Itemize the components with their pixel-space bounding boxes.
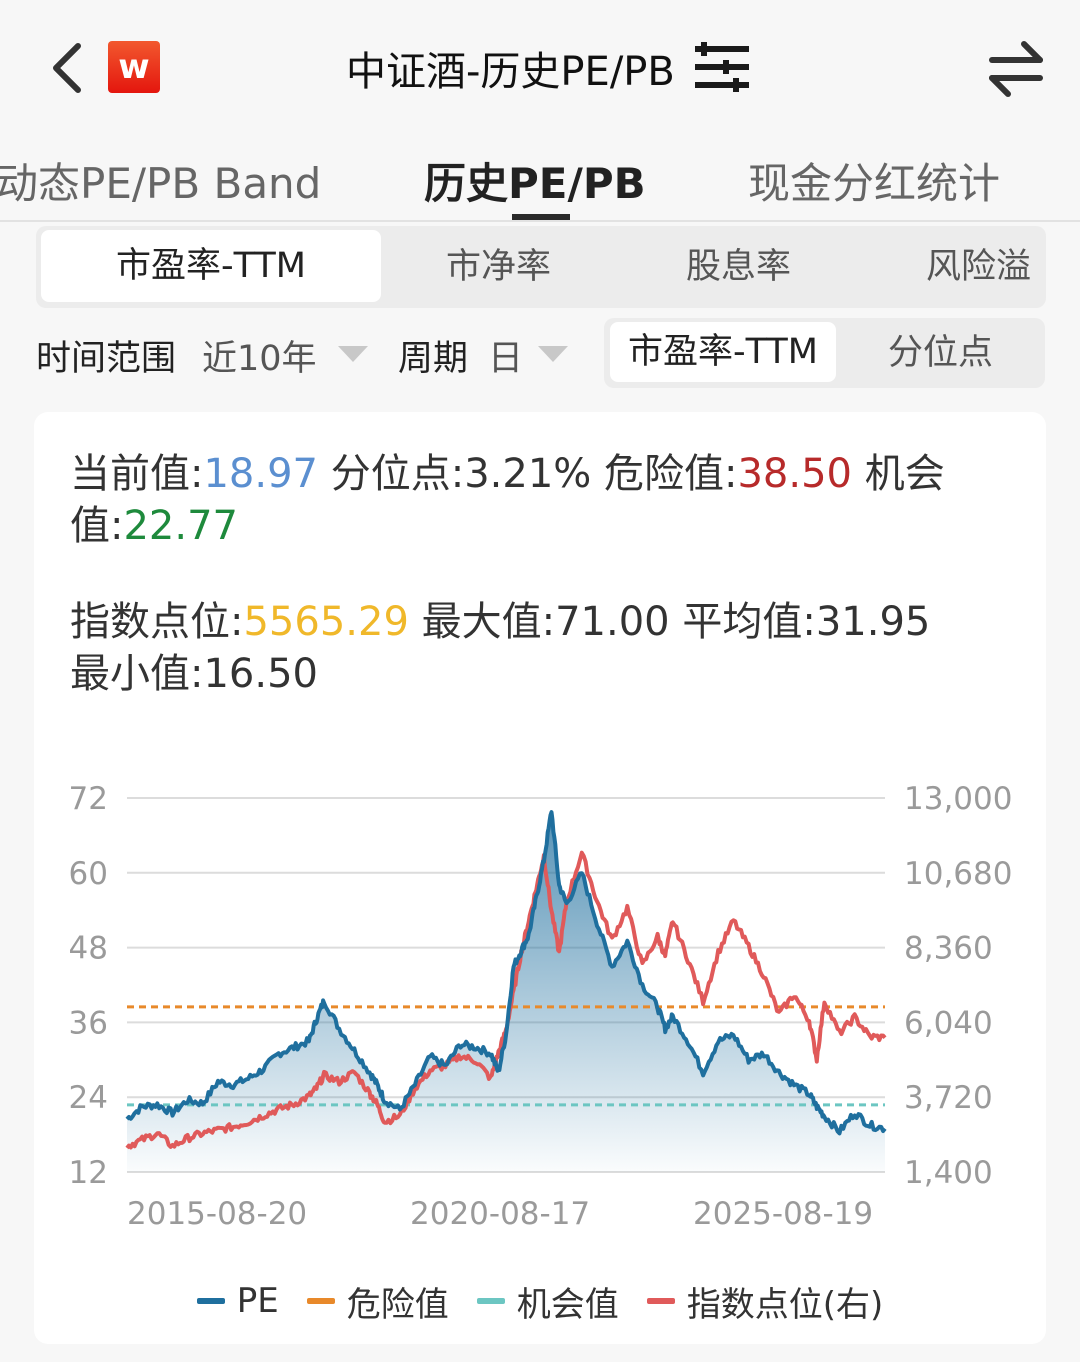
x-tick-label: 2025-08-19 xyxy=(693,1196,873,1232)
view-toggle-percentile[interactable]: 分位点 xyxy=(888,333,994,373)
metric-tab-pe-ttm[interactable]: 市盈率-TTM xyxy=(41,230,381,302)
y2-tick-label: 6,040 xyxy=(904,1005,993,1041)
right-y-axis: 13,000 10,680 8,360 6,040 3,720 1,400 xyxy=(904,781,1012,1191)
index-level-label: 指数点位: xyxy=(70,599,244,645)
danger-value: 38.50 xyxy=(737,451,852,497)
legend-item-danger[interactable]: 危险值 xyxy=(306,1277,449,1326)
avg-value: 31.95 xyxy=(815,599,931,645)
tab-dynamic-pe-pb-band[interactable]: 动态PE/PB Band xyxy=(0,159,322,208)
tab-history-pe-pb[interactable]: 历史PE/PB xyxy=(424,159,646,208)
metric-segmented-control: 市盈率-TTM 市净率 股息率 风险溢 xyxy=(36,226,1046,308)
index-level-line xyxy=(125,850,887,1150)
legend-label: 危险值 xyxy=(346,1284,449,1325)
active-tab-indicator xyxy=(512,214,570,220)
metric-tab-pb[interactable]: 市净率 xyxy=(446,247,552,287)
legend-swatch-pe xyxy=(196,1298,225,1304)
x-tick-label: 2015-08-20 xyxy=(127,1196,307,1232)
opportunity-value: 22.77 xyxy=(123,503,238,549)
opportunity-label-part2: 值: xyxy=(70,503,124,549)
legend-item-opportunity[interactable]: 机会值 xyxy=(476,1277,619,1326)
y-tick-label: 24 xyxy=(69,1080,108,1116)
filter-row: 时间范围 近10年 周期 日 xyxy=(0,316,1080,392)
tab-cash-dividend[interactable]: 现金分红统计 xyxy=(748,159,1001,208)
y-tick-label: 72 xyxy=(69,781,108,817)
chart-legend: PE 危险值 机会值 指数点位(右) xyxy=(0,1276,1080,1326)
swap-arrows-icon xyxy=(989,41,1043,97)
left-y-axis: 72 60 48 36 24 12 xyxy=(69,781,108,1191)
y2-tick-label: 1,400 xyxy=(904,1155,993,1191)
switch-button[interactable] xyxy=(986,38,1046,98)
x-tick-label: 2020-08-17 xyxy=(410,1196,590,1232)
current-value-label: 当前值: xyxy=(70,451,204,497)
min-value: 16.50 xyxy=(203,651,318,697)
percentile-value: 3.21% xyxy=(464,451,592,497)
legend-label: PE xyxy=(236,1281,279,1321)
time-range-label: 时间范围 xyxy=(36,339,177,379)
top-bar: w 中证酒-历史PE/PB xyxy=(0,0,1080,130)
current-value: 18.97 xyxy=(203,451,318,497)
y-tick-label: 36 xyxy=(69,1005,108,1041)
page-title: 中证酒-历史PE/PB xyxy=(346,49,675,95)
y2-tick-label: 8,360 xyxy=(904,931,993,967)
min-label: 最小值: xyxy=(70,651,204,697)
legend-swatch-danger xyxy=(306,1298,335,1304)
metric-tab-dividend-yield[interactable]: 股息率 xyxy=(686,247,792,287)
metric-tab-risk-premium[interactable]: 风险溢 xyxy=(926,247,1032,287)
opportunity-label-part1: 机会 xyxy=(864,451,945,497)
y-tick-label: 48 xyxy=(69,931,108,967)
y-tick-label: 60 xyxy=(69,856,108,892)
period-dropdown[interactable]: 日 xyxy=(488,339,524,379)
legend-swatch-opportunity xyxy=(476,1298,505,1304)
chevron-left-icon xyxy=(53,43,81,93)
percentile-label: 分位点: xyxy=(330,451,465,497)
y2-tick-label: 10,680 xyxy=(904,856,1012,892)
legend-swatch-index xyxy=(646,1298,675,1304)
legend-label: 机会值 xyxy=(516,1284,619,1325)
stats-summary: 当前值:18.97 分位点:3.21% 危险值:38.50 机会 值:22.77… xyxy=(70,448,1010,744)
pe-line xyxy=(125,810,887,1136)
view-toggle-pe-ttm[interactable]: 市盈率-TTM xyxy=(610,322,836,382)
y-tick-label: 12 xyxy=(69,1155,108,1191)
pe-area-fill xyxy=(127,812,885,1172)
avg-label: 平均值: xyxy=(682,599,816,645)
period-caret-icon[interactable] xyxy=(538,346,568,362)
legend-item-pe[interactable]: PE xyxy=(196,1281,279,1321)
x-axis: 2015-08-20 2020-08-17 2025-08-19 xyxy=(127,1196,873,1232)
back-button[interactable] xyxy=(44,40,94,96)
index-level-value: 5565.29 xyxy=(243,599,409,645)
time-range-caret-icon[interactable] xyxy=(338,346,368,362)
danger-value-label: 危险值: xyxy=(604,451,738,497)
period-label: 周期 xyxy=(398,339,469,379)
max-label: 最大值: xyxy=(421,599,556,645)
view-toggle: 市盈率-TTM 分位点 xyxy=(604,318,1045,388)
time-range-dropdown[interactable]: 近10年 xyxy=(202,339,317,379)
sliders-icon[interactable] xyxy=(693,42,751,94)
app-logo: w xyxy=(108,41,160,93)
max-value: 71.00 xyxy=(555,599,670,645)
legend-item-index[interactable]: 指数点位(右) xyxy=(646,1277,884,1326)
y2-tick-label: 3,720 xyxy=(904,1080,993,1116)
legend-label: 指数点位(右) xyxy=(686,1284,884,1325)
main-tabs: 动态PE/PB Band 历史PE/PB 现金分红统计 xyxy=(0,140,1080,222)
y2-tick-label: 13,000 xyxy=(904,781,1012,817)
